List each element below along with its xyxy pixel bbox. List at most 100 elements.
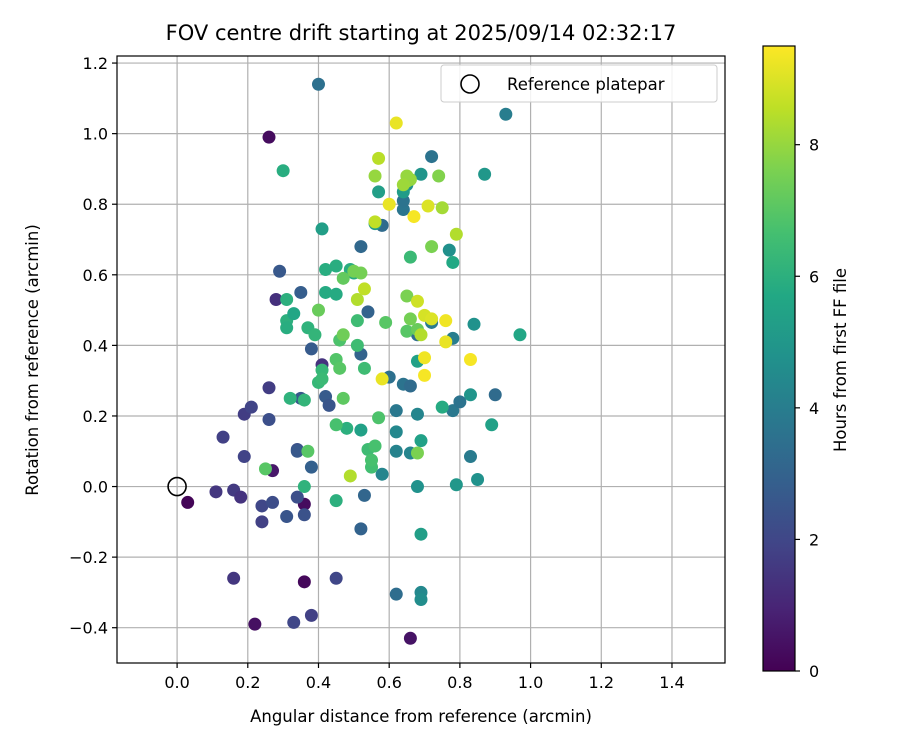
data-point: [375, 467, 389, 481]
data-point: [297, 508, 311, 522]
data-point: [418, 351, 432, 365]
data-point: [435, 201, 449, 215]
colorbar-label: Hours from first FF file: [831, 268, 850, 452]
data-point: [488, 388, 502, 402]
data-point: [372, 185, 386, 199]
data-point: [227, 571, 241, 585]
data-point: [372, 411, 386, 425]
data-point: [297, 575, 311, 589]
chart-title: FOV centre drift starting at 2025/09/14 …: [166, 21, 677, 45]
data-point: [304, 608, 318, 622]
data-point: [407, 210, 421, 224]
colorbar-tick-label: 2: [809, 530, 819, 549]
x-tick-label: 1.0: [518, 673, 543, 692]
data-point: [414, 527, 428, 541]
colorbar: 0 2 4 6 8 Hours from first FF file: [762, 45, 850, 681]
data-point: [425, 312, 439, 326]
data-point: [382, 197, 396, 211]
data-point: [499, 107, 513, 121]
plot-frame: [116, 55, 726, 664]
data-point: [280, 321, 294, 335]
colorbar-ticks: 0 2 4 6 8: [795, 136, 819, 681]
data-point: [290, 490, 304, 504]
data-point: [273, 264, 287, 278]
y-tick-label: −0.2: [69, 548, 108, 567]
data-point: [478, 167, 492, 181]
data-point: [350, 338, 364, 352]
data-point: [389, 404, 403, 418]
reference-platepar-marker: [167, 476, 187, 497]
data-point: [357, 282, 371, 296]
data-point: [287, 307, 301, 321]
data-point: [446, 255, 460, 269]
data-point: [467, 317, 481, 331]
y-tick-label: 0.2: [83, 407, 108, 426]
data-point: [425, 240, 439, 254]
data-point: [258, 462, 272, 476]
colorbar-tick-label: 8: [809, 136, 819, 155]
data-point: [262, 412, 276, 426]
colorbar-gradient: [762, 45, 796, 672]
data-points: [181, 77, 527, 645]
data-point: [262, 130, 276, 144]
data-point: [350, 314, 364, 328]
data-point: [287, 615, 301, 629]
data-point: [442, 243, 456, 257]
data-point: [343, 469, 357, 483]
data-point: [403, 312, 417, 326]
data-point: [354, 423, 368, 437]
colorbar-tick-label: 6: [809, 267, 819, 286]
data-point: [269, 293, 283, 307]
y-tick-label: 0.6: [83, 266, 108, 285]
data-point: [294, 285, 308, 299]
data-point: [389, 587, 403, 601]
data-point: [290, 444, 304, 458]
data-point: [410, 446, 424, 460]
data-point: [361, 305, 375, 319]
data-point: [354, 522, 368, 536]
data-point: [354, 266, 368, 280]
data-point: [322, 398, 336, 412]
data-point: [396, 178, 410, 192]
x-tick-label: 1.4: [659, 673, 684, 692]
data-point: [255, 515, 269, 529]
data-point: [449, 478, 463, 492]
data-point: [368, 215, 382, 229]
x-tick-label: 0.6: [376, 673, 401, 692]
x-tick-label: 0.8: [447, 673, 472, 692]
data-point: [389, 116, 403, 130]
y-tick-label: 0.4: [83, 336, 108, 355]
data-point: [471, 472, 485, 486]
data-point: [453, 395, 467, 409]
data-point: [372, 151, 386, 165]
y-tick-label: 0.8: [83, 195, 108, 214]
data-point: [237, 450, 251, 464]
legend: Reference platepar: [440, 64, 718, 103]
y-axis-title: Rotation from reference (arcmin): [23, 224, 42, 496]
data-point: [368, 439, 382, 453]
data-point: [403, 631, 417, 645]
data-point: [375, 372, 389, 386]
data-point: [301, 444, 315, 458]
data-point: [336, 391, 350, 405]
data-point: [280, 293, 294, 307]
data-point: [414, 592, 428, 606]
data-point: [336, 271, 350, 285]
data-point: [181, 495, 195, 509]
data-point: [446, 404, 460, 418]
data-point: [400, 289, 414, 303]
data-point: [414, 167, 428, 181]
data-point: [315, 372, 329, 386]
data-point: [304, 460, 318, 474]
data-point: [297, 393, 311, 407]
colorbar-tick-label: 0: [809, 662, 819, 681]
data-point: [329, 418, 343, 432]
data-point: [209, 485, 223, 499]
data-point: [410, 407, 424, 421]
data-point: [432, 169, 446, 183]
data-point: [414, 328, 428, 342]
data-point: [403, 250, 417, 264]
data-point: [262, 381, 276, 395]
data-point: [308, 328, 322, 342]
